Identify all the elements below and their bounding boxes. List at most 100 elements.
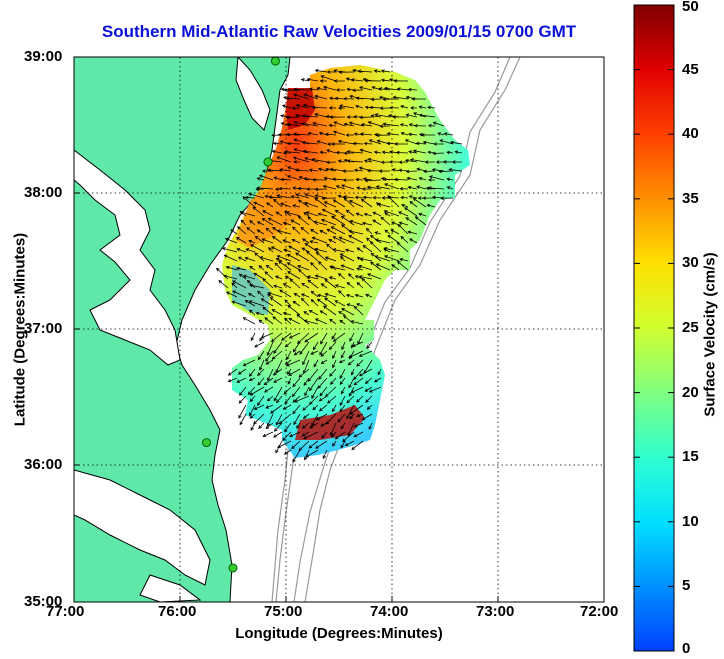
velocity-arrow xyxy=(338,273,346,280)
velocity-arrow xyxy=(321,431,328,439)
velocity-arrow xyxy=(294,395,310,403)
velocity-arrow-head xyxy=(323,201,328,205)
velocity-arrow xyxy=(287,377,292,385)
velocity-arrow xyxy=(415,216,427,226)
velocity-arrow xyxy=(321,219,337,226)
x-tick-label: 77:00 xyxy=(46,603,85,620)
velocity-arrow-head xyxy=(356,413,361,418)
velocity-arrow-head xyxy=(310,351,315,355)
velocity-arrow-head xyxy=(316,140,321,144)
albemarle-sound xyxy=(74,469,211,586)
velocity-arrow xyxy=(331,226,346,235)
velocity-arrow xyxy=(231,282,238,289)
velocity-arrow-head xyxy=(344,248,349,253)
velocity-arrow-head xyxy=(353,433,358,438)
velocity-arrow-head xyxy=(271,309,276,313)
velocity-arrow-head xyxy=(273,350,277,354)
y-tick-label: 36:00 xyxy=(24,456,63,473)
velocity-arrow-head xyxy=(304,392,308,397)
velocity-arrow xyxy=(303,413,310,419)
velocity-arrow-head xyxy=(286,253,291,258)
velocity-arrow xyxy=(446,151,454,154)
velocity-arrow-head xyxy=(383,248,388,252)
velocity-arrow xyxy=(254,341,265,348)
velocity-arrow-head xyxy=(314,274,319,278)
velocity-arrow-head xyxy=(314,318,319,322)
velocity-arrow xyxy=(311,299,319,307)
velocity-arrow xyxy=(335,284,346,289)
velocity-arrow xyxy=(293,341,301,352)
velocity-arrow-head xyxy=(303,311,308,315)
velocity-arrow xyxy=(367,186,382,190)
velocity-arrow-head xyxy=(245,248,250,252)
velocity-arrow-head xyxy=(282,283,287,287)
velocity-arrow-head xyxy=(248,239,252,244)
velocity-arrow xyxy=(325,168,337,172)
velocity-arrow-head xyxy=(267,291,272,296)
velocity-arrow-head xyxy=(356,267,361,271)
velocity-arrow-head xyxy=(280,177,285,182)
velocity-arrow-head xyxy=(248,373,253,377)
velocity-arrow-head xyxy=(427,150,432,155)
velocity-arrow xyxy=(348,359,355,366)
velocity-arrow-head xyxy=(334,300,339,304)
velocity-arrow xyxy=(286,359,301,367)
velocity-arrow xyxy=(333,121,346,127)
velocity-arrow-head xyxy=(311,395,315,399)
velocity-arrow xyxy=(257,395,265,406)
velocity-arrow-head xyxy=(257,402,261,406)
velocity-arrow xyxy=(236,237,247,244)
velocity-arrow-head xyxy=(282,406,287,410)
velocity-arrow xyxy=(262,238,274,244)
velocity-arrow-head xyxy=(246,279,251,284)
velocity-arrow-head xyxy=(345,77,350,81)
colorbar-tick-label: 15 xyxy=(682,448,699,466)
velocity-arrow-head xyxy=(409,238,413,242)
velocity-arrow-head xyxy=(359,257,364,261)
velocity-arrow-head xyxy=(265,227,270,232)
velocity-arrow xyxy=(426,187,436,190)
velocity-arrow-head xyxy=(232,280,236,284)
velocity-arrow-head xyxy=(342,169,346,173)
velocity-arrow-head xyxy=(313,363,317,368)
velocity-arrow xyxy=(427,204,436,208)
velocity-arrow xyxy=(240,219,247,226)
velocity-arrow xyxy=(327,395,337,404)
velocity-arrow-head xyxy=(372,211,377,215)
velocity-arrow-head xyxy=(333,121,338,125)
velocity-arrow-head xyxy=(413,123,418,128)
velocity-arrow xyxy=(278,260,292,271)
velocity-arrow-head xyxy=(216,267,220,272)
velocity-arrow-head xyxy=(328,106,333,110)
velocity-arrow-head xyxy=(386,141,391,146)
velocity-arrow xyxy=(258,265,265,271)
velocity-arrow-head xyxy=(373,69,378,73)
velocity-arrow xyxy=(340,350,346,359)
velocity-arrow-head xyxy=(293,93,298,97)
velocity-arrow xyxy=(323,185,337,190)
velocity-arrow-head xyxy=(389,78,393,82)
velocity-arrow xyxy=(358,70,373,73)
velocity-arrow xyxy=(287,271,301,280)
velocity-arrow xyxy=(369,386,382,393)
velocity-arrow xyxy=(360,149,373,154)
velocity-arrow xyxy=(356,268,364,271)
velocity-arrow-head xyxy=(325,132,329,137)
velocity-arrow-head xyxy=(277,132,282,137)
velocity-arrow-head xyxy=(248,309,253,314)
velocity-arrow-head xyxy=(227,379,232,383)
velocity-arrow xyxy=(226,266,238,271)
velocity-arrow-head xyxy=(291,445,295,450)
velocity-arrow-head xyxy=(348,235,353,239)
velocity-arrow-head xyxy=(242,196,247,200)
velocity-arrow-head xyxy=(235,237,240,241)
velocity-arrow xyxy=(295,252,310,262)
velocity-arrow-head xyxy=(259,256,264,260)
velocity-arrow-head xyxy=(361,278,366,282)
velocity-arrow xyxy=(314,113,328,118)
velocity-arrow-head xyxy=(277,444,281,449)
velocity-arrow xyxy=(266,265,274,271)
velocity-arrow-head xyxy=(364,78,368,83)
velocity-arrow xyxy=(351,368,355,375)
